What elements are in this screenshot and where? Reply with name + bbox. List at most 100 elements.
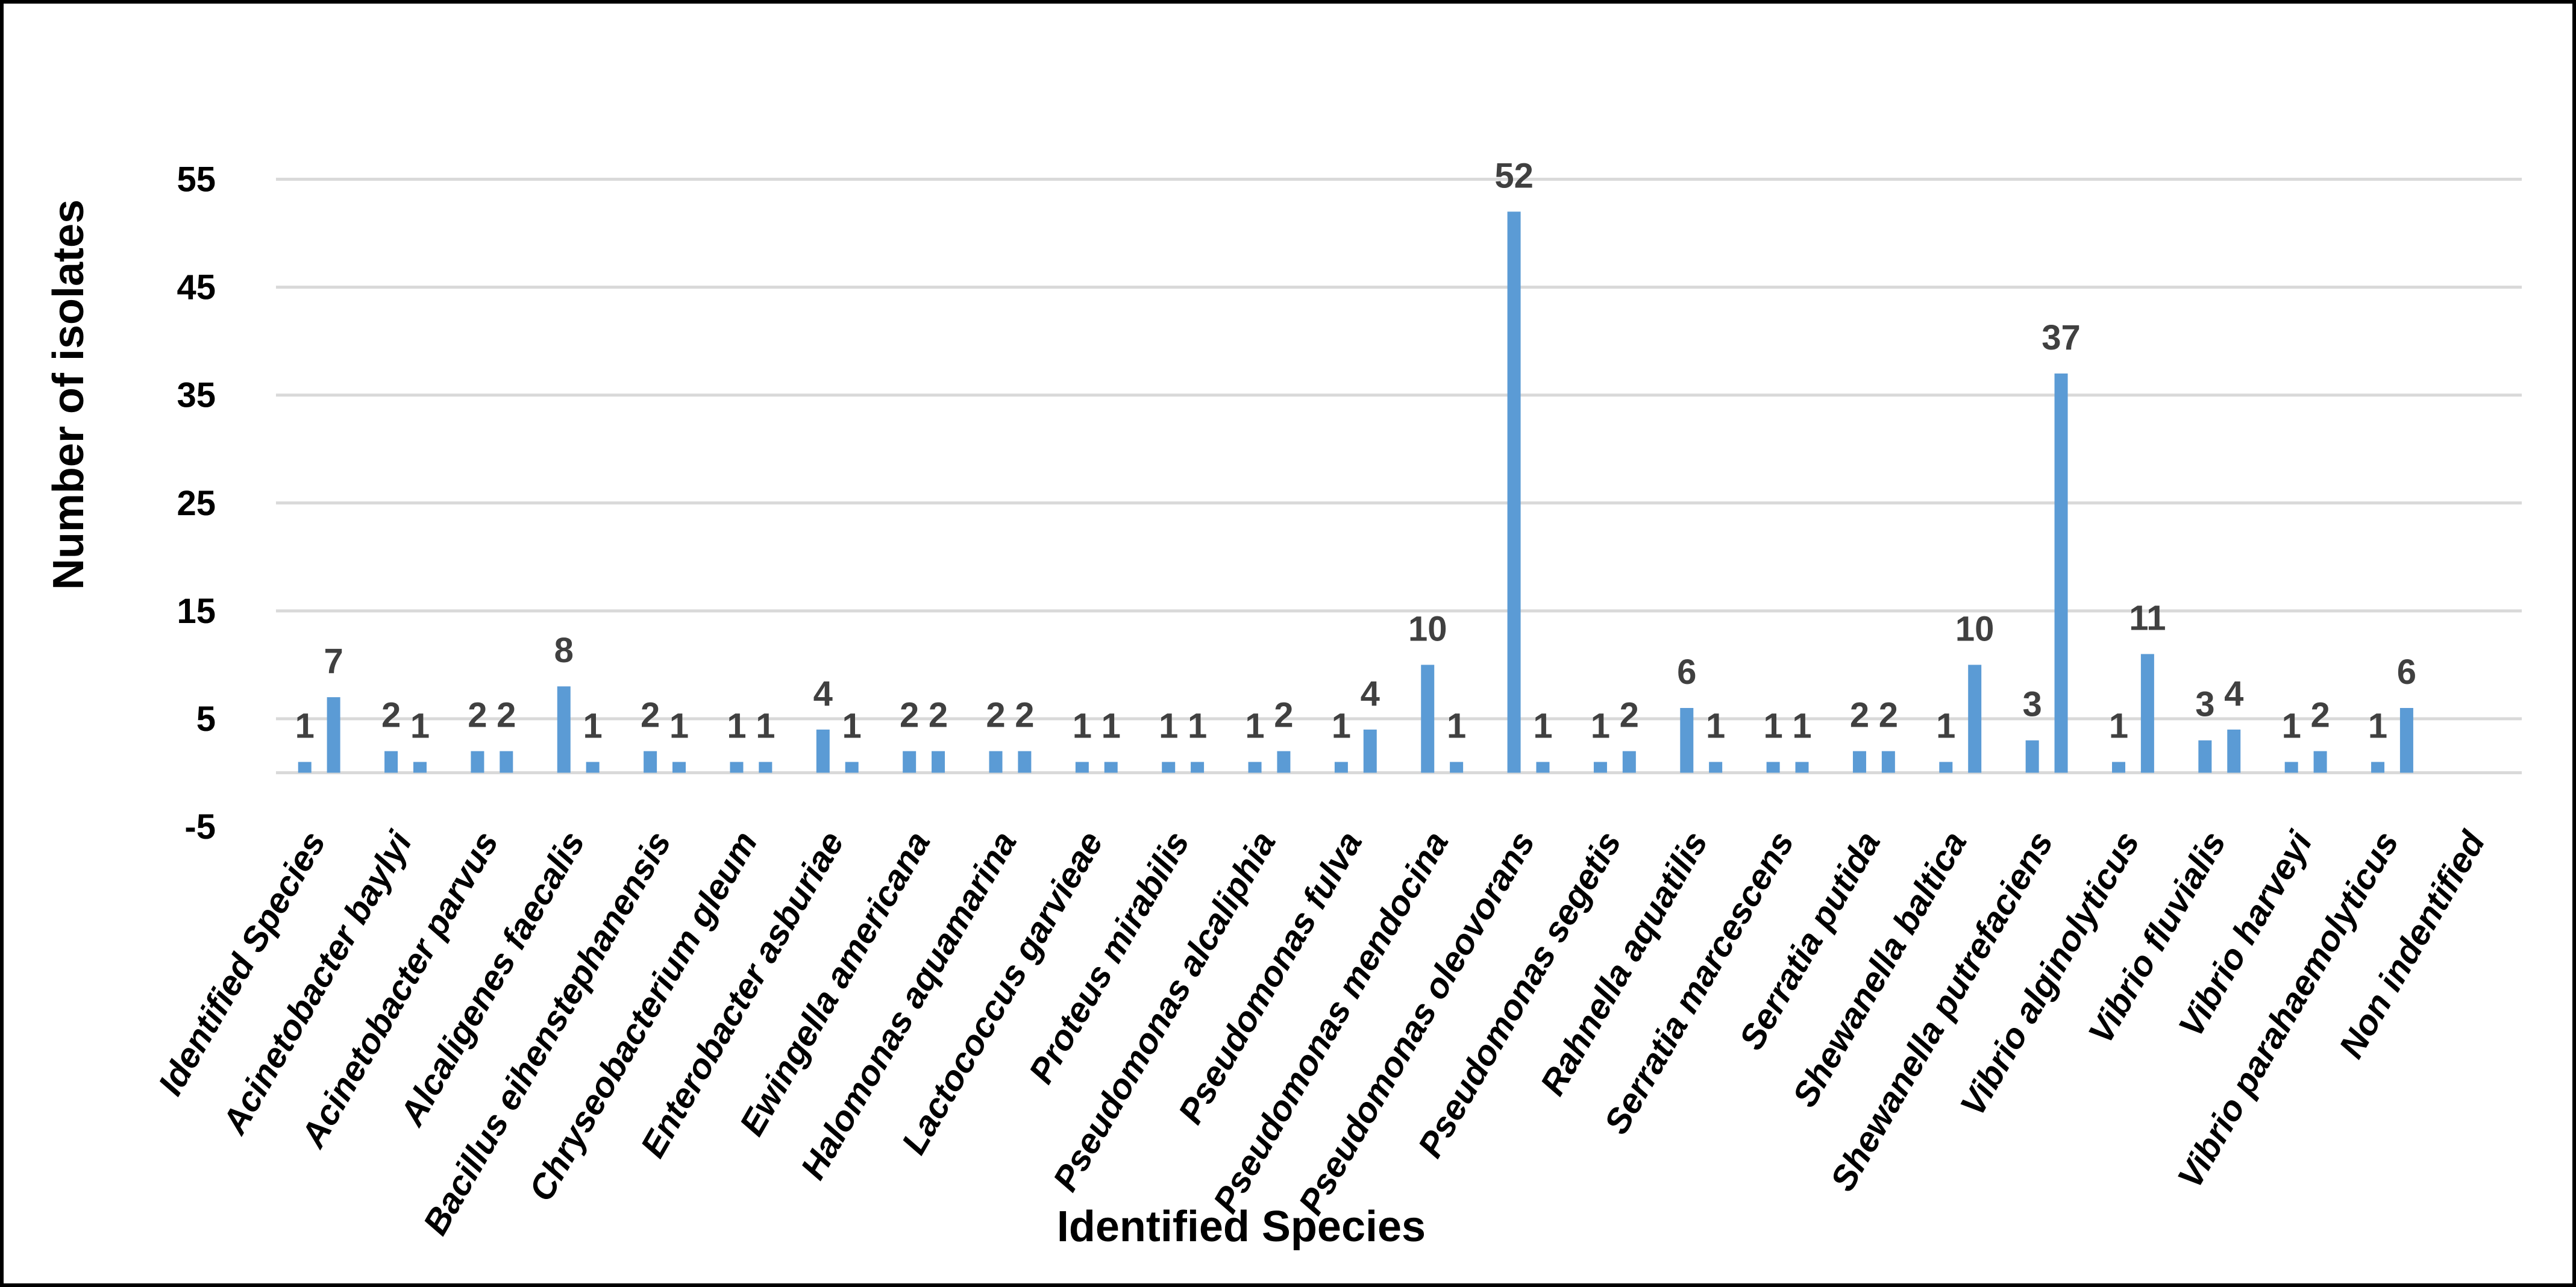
- data-label: 1: [1073, 707, 1092, 746]
- bar: [1162, 762, 1176, 773]
- bar: [2371, 762, 2385, 773]
- data-label: 1: [1936, 707, 1955, 746]
- y-tick-label: 15: [177, 592, 216, 631]
- data-label: 1: [1188, 707, 1207, 746]
- bar: [2198, 740, 2212, 773]
- bar: [1450, 762, 1464, 773]
- bar: [2025, 740, 2039, 773]
- data-label: 2: [381, 696, 401, 735]
- data-label: 52: [1494, 156, 1534, 195]
- bar: [2140, 654, 2154, 773]
- bar: [1277, 751, 1291, 773]
- data-label: 1: [2368, 707, 2387, 746]
- data-label: 2: [1879, 696, 1898, 735]
- data-label: 3: [2195, 685, 2214, 724]
- data-label: 2: [1015, 696, 1034, 735]
- bar: [2399, 708, 2413, 773]
- bar: [989, 751, 1003, 773]
- bar: [1018, 751, 1032, 773]
- data-label: 6: [2397, 653, 2416, 692]
- bar: [1075, 762, 1089, 773]
- bar: [500, 751, 513, 773]
- bar: [1881, 751, 1895, 773]
- data-label: 1: [2109, 707, 2128, 746]
- bar: [1363, 729, 1377, 773]
- bar: [586, 762, 600, 773]
- x-axis-title: Identified Species: [1057, 1203, 1426, 1251]
- bar: [903, 751, 917, 773]
- y-tick-label: 55: [177, 160, 216, 199]
- bar: [2284, 762, 2298, 773]
- data-label: 1: [1332, 707, 1351, 746]
- bar: [2054, 373, 2068, 773]
- data-label: 4: [1361, 674, 1380, 713]
- y-tick-label: 5: [196, 700, 216, 739]
- data-label: 4: [2224, 674, 2243, 713]
- data-label: 2: [986, 696, 1005, 735]
- data-label: 1: [669, 707, 689, 746]
- bar: [1680, 708, 1694, 773]
- bar: [1939, 762, 1953, 773]
- bar: [932, 751, 945, 773]
- data-label: 1: [1706, 707, 1725, 746]
- data-label: 7: [324, 642, 343, 681]
- bar: [327, 697, 340, 773]
- bars: [298, 211, 2413, 773]
- y-axis-ticks: -5 5 15 25 35 45 55: [177, 160, 216, 847]
- y-tick-label: 35: [177, 376, 216, 415]
- data-label: 2: [929, 696, 948, 735]
- data-label: 2: [468, 696, 487, 735]
- data-label: 1: [1591, 707, 1610, 746]
- bar: [471, 751, 484, 773]
- y-tick-label: 25: [177, 484, 216, 523]
- data-label: 2: [2310, 696, 2330, 735]
- bar: [2227, 729, 2241, 773]
- data-label: 2: [900, 696, 919, 735]
- data-label: 2: [641, 696, 660, 735]
- bar: [1248, 762, 1262, 773]
- data-label: 1: [1245, 707, 1264, 746]
- y-tick-label: -5: [184, 807, 216, 847]
- data-label: 1: [727, 707, 746, 746]
- data-label: 8: [554, 631, 574, 670]
- data-label: 4: [813, 674, 833, 713]
- data-label: 10: [1955, 609, 1995, 648]
- bar: [816, 729, 830, 773]
- bar: [413, 762, 427, 773]
- bar: [1507, 211, 1521, 773]
- data-label: 1: [1447, 707, 1466, 746]
- data-label: 2: [1620, 696, 1639, 735]
- bar: [1709, 762, 1723, 773]
- bar: [1536, 762, 1550, 773]
- bar: [1191, 762, 1205, 773]
- bar: [730, 762, 744, 773]
- data-label: 1: [756, 707, 775, 746]
- data-label: 1: [1159, 707, 1178, 746]
- bar: [1421, 665, 1435, 773]
- bar: [1852, 751, 1866, 773]
- data-label: 37: [2042, 318, 2081, 357]
- bar: [1593, 762, 1607, 773]
- data-label: 1: [410, 707, 430, 746]
- bar: [644, 751, 657, 773]
- data-label: 1: [1763, 707, 1782, 746]
- data-label: 1: [1533, 707, 1552, 746]
- data-label: 2: [1850, 696, 1869, 735]
- data-label: 1: [295, 707, 315, 746]
- bar: [1622, 751, 1636, 773]
- data-label: 3: [2023, 685, 2042, 724]
- bar: [557, 686, 571, 773]
- bar: [845, 762, 859, 773]
- bar: [672, 762, 686, 773]
- bar: [1334, 762, 1348, 773]
- bar: [759, 762, 772, 773]
- y-tick-label: 45: [177, 268, 216, 307]
- data-label: 11: [2129, 598, 2166, 637]
- data-label: 6: [1677, 653, 1696, 692]
- bar: [2313, 751, 2327, 773]
- data-label: 1: [1792, 707, 1811, 746]
- data-label: 10: [1408, 609, 1447, 648]
